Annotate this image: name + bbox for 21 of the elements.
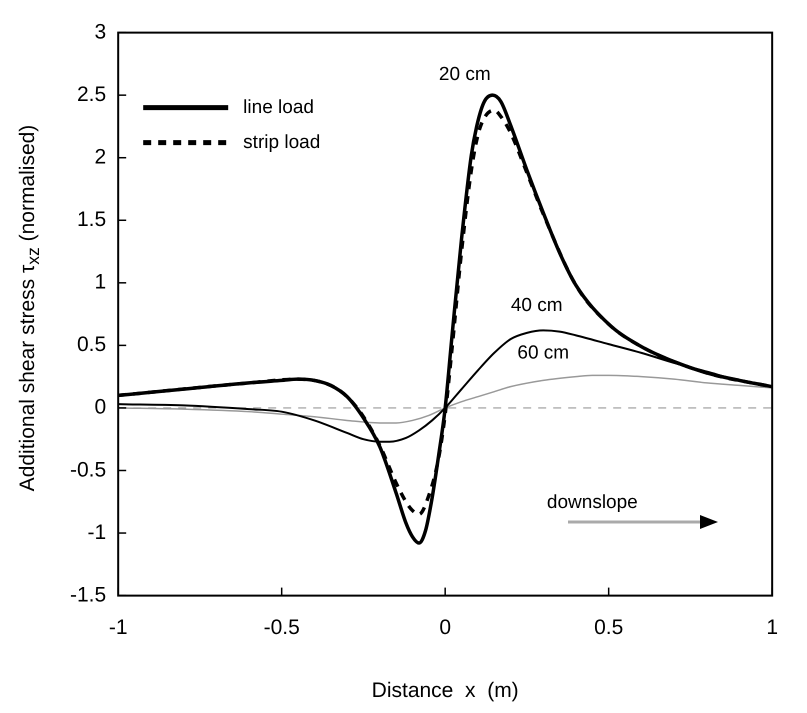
annotation: 20 cm	[438, 64, 491, 86]
y-tick-label: 2	[94, 146, 106, 169]
y-tick-label: 2.5	[76, 82, 106, 106]
x-tick-label: 0.5	[594, 616, 624, 639]
x-tick-label: 0	[439, 616, 452, 639]
x-tick-label: 1	[766, 616, 778, 639]
y-tick-label: 3	[94, 20, 106, 44]
y-tick-label: -0.5	[70, 458, 106, 482]
legend-label: strip load	[243, 132, 320, 153]
y-tick-label: 0.5	[76, 333, 106, 356]
y-tick-label: -1.5	[70, 583, 106, 606]
y-tick-label: 0	[94, 396, 106, 419]
y-tick-label: 1.5	[76, 208, 106, 232]
x-axis-title: Distance x (m)	[372, 679, 519, 702]
legend-label: line load	[243, 96, 314, 118]
x-tick-label: -0.5	[264, 616, 300, 639]
annotation: downslope	[546, 492, 638, 513]
y-tick-label: 1	[94, 270, 106, 294]
annotation: 40 cm	[510, 294, 563, 316]
y-tick-label: -1	[88, 520, 106, 544]
annotation: 60 cm	[517, 342, 570, 364]
